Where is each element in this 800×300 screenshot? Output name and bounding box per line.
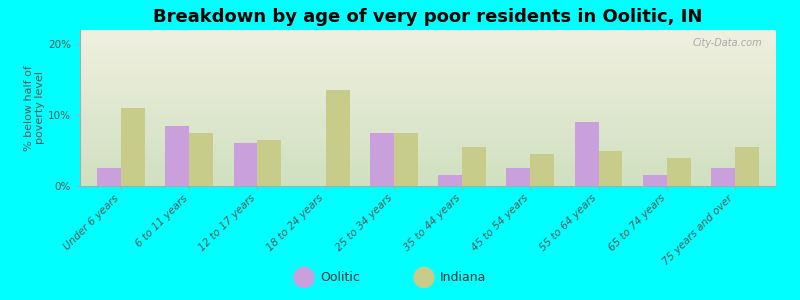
Text: Indiana: Indiana (440, 271, 486, 284)
Bar (370, 133, 394, 186)
Bar (598, 151, 622, 186)
Bar (506, 168, 530, 186)
Bar (97, 168, 121, 186)
Bar (574, 122, 598, 186)
Bar (166, 126, 189, 186)
Text: Oolitic: Oolitic (320, 271, 360, 284)
Bar (326, 90, 350, 186)
Bar (735, 147, 759, 186)
Title: Breakdown by age of very poor residents in Oolitic, IN: Breakdown by age of very poor residents … (154, 8, 702, 26)
Bar (394, 133, 418, 186)
Text: City-Data.com: City-Data.com (693, 38, 762, 48)
Ellipse shape (294, 267, 314, 288)
Bar (462, 147, 486, 186)
Bar (438, 176, 462, 186)
Bar (711, 168, 735, 186)
Bar (121, 108, 145, 186)
Ellipse shape (414, 267, 434, 288)
Bar (234, 143, 258, 186)
Bar (530, 154, 554, 186)
Bar (258, 140, 282, 186)
Y-axis label: % below half of
poverty level: % below half of poverty level (23, 65, 45, 151)
Bar (189, 133, 213, 186)
Bar (643, 176, 667, 186)
Bar (667, 158, 690, 186)
